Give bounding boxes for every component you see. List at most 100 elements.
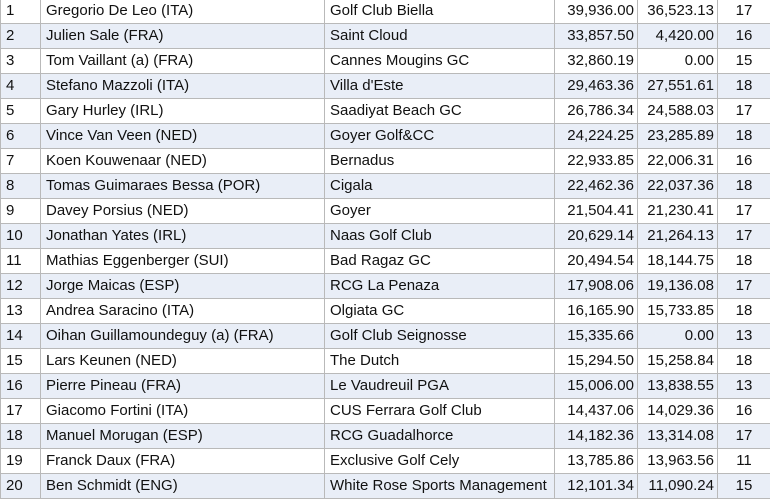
club-cell: Cigala (325, 174, 555, 199)
value2-cell: 14,029.36 (638, 399, 718, 424)
club-cell: Goyer Golf&CC (325, 124, 555, 149)
club-cell: Golf Club Biella (325, 0, 555, 24)
player-cell: Mathias Eggenberger (SUI) (41, 249, 325, 274)
rank-cell: 9 (1, 199, 41, 224)
count-cell: 18 (718, 174, 770, 199)
table-row: 10 Jonathan Yates (IRL) Naas Golf Club 2… (1, 224, 770, 249)
count-cell: 15 (718, 49, 770, 74)
table-row: 16 Pierre Pineau (FRA) Le Vaudreuil PGA … (1, 374, 770, 399)
table-row: 5 Gary Hurley (IRL) Saadiyat Beach GC 26… (1, 99, 770, 124)
value1-cell: 26,786.34 (555, 99, 638, 124)
value2-cell: 0.00 (638, 49, 718, 74)
club-cell: The Dutch (325, 349, 555, 374)
club-cell: Cannes Mougins GC (325, 49, 555, 74)
value1-cell: 13,785.86 (555, 449, 638, 474)
club-cell: Exclusive Golf Cely (325, 449, 555, 474)
rank-cell: 7 (1, 149, 41, 174)
table-row: 1 Gregorio De Leo (ITA) Golf Club Biella… (1, 0, 770, 24)
rank-cell: 5 (1, 99, 41, 124)
player-cell: Jonathan Yates (IRL) (41, 224, 325, 249)
club-cell: Saadiyat Beach GC (325, 99, 555, 124)
count-cell: 18 (718, 124, 770, 149)
club-cell: Naas Golf Club (325, 224, 555, 249)
table-row: 4 Stefano Mazzoli (ITA) Villa d'Este 29,… (1, 74, 770, 99)
player-cell: Vince Van Veen (NED) (41, 124, 325, 149)
count-cell: 18 (718, 349, 770, 374)
count-cell: 18 (718, 299, 770, 324)
player-cell: Franck Daux (FRA) (41, 449, 325, 474)
value2-cell: 18,144.75 (638, 249, 718, 274)
player-cell: Gary Hurley (IRL) (41, 99, 325, 124)
player-cell: Koen Kouwenaar (NED) (41, 149, 325, 174)
table-row: 9 Davey Porsius (NED) Goyer 21,504.41 21… (1, 199, 770, 224)
value2-cell: 4,420.00 (638, 24, 718, 49)
club-cell: Le Vaudreuil PGA (325, 374, 555, 399)
count-cell: 17 (718, 424, 770, 449)
rank-cell: 15 (1, 349, 41, 374)
count-cell: 17 (718, 199, 770, 224)
value2-cell: 22,006.31 (638, 149, 718, 174)
table-row: 11 Mathias Eggenberger (SUI) Bad Ragaz G… (1, 249, 770, 274)
player-cell: Davey Porsius (NED) (41, 199, 325, 224)
club-cell: CUS Ferrara Golf Club (325, 399, 555, 424)
rank-cell: 11 (1, 249, 41, 274)
table-row: 17 Giacomo Fortini (ITA) CUS Ferrara Gol… (1, 399, 770, 424)
club-cell: Goyer (325, 199, 555, 224)
table-row: 15 Lars Keunen (NED) The Dutch 15,294.50… (1, 349, 770, 374)
value1-cell: 15,006.00 (555, 374, 638, 399)
value1-cell: 20,629.14 (555, 224, 638, 249)
table-row: 8 Tomas Guimaraes Bessa (POR) Cigala 22,… (1, 174, 770, 199)
value2-cell: 27,551.61 (638, 74, 718, 99)
value1-cell: 22,462.36 (555, 174, 638, 199)
table-row: 18 Manuel Morugan (ESP) RCG Guadalhorce … (1, 424, 770, 449)
table-row: 3 Tom Vaillant (a) (FRA) Cannes Mougins … (1, 49, 770, 74)
rank-cell: 6 (1, 124, 41, 149)
player-cell: Oihan Guillamoundeguy (a) (FRA) (41, 324, 325, 349)
table-row: 19 Franck Daux (FRA) Exclusive Golf Cely… (1, 449, 770, 474)
value1-cell: 20,494.54 (555, 249, 638, 274)
player-cell: Tomas Guimaraes Bessa (POR) (41, 174, 325, 199)
value1-cell: 22,933.85 (555, 149, 638, 174)
player-cell: Jorge Maicas (ESP) (41, 274, 325, 299)
rank-cell: 16 (1, 374, 41, 399)
count-cell: 17 (718, 99, 770, 124)
club-cell: RCG Guadalhorce (325, 424, 555, 449)
value2-cell: 15,258.84 (638, 349, 718, 374)
count-cell: 11 (718, 449, 770, 474)
rank-cell: 10 (1, 224, 41, 249)
table-row: 14 Oihan Guillamoundeguy (a) (FRA) Golf … (1, 324, 770, 349)
count-cell: 16 (718, 399, 770, 424)
table-row: 12 Jorge Maicas (ESP) RCG La Penaza 17,9… (1, 274, 770, 299)
count-cell: 16 (718, 149, 770, 174)
count-cell: 18 (718, 249, 770, 274)
rank-cell: 18 (1, 424, 41, 449)
table-row: 20 Ben Schmidt (ENG) White Rose Sports M… (1, 474, 770, 499)
count-cell: 13 (718, 374, 770, 399)
value2-cell: 23,285.89 (638, 124, 718, 149)
value1-cell: 29,463.36 (555, 74, 638, 99)
rank-cell: 19 (1, 449, 41, 474)
rank-cell: 1 (1, 0, 41, 24)
value1-cell: 14,182.36 (555, 424, 638, 449)
value1-cell: 16,165.90 (555, 299, 638, 324)
rank-cell: 12 (1, 274, 41, 299)
value1-cell: 14,437.06 (555, 399, 638, 424)
player-cell: Julien Sale (FRA) (41, 24, 325, 49)
count-cell: 17 (718, 274, 770, 299)
rank-cell: 8 (1, 174, 41, 199)
player-cell: Tom Vaillant (a) (FRA) (41, 49, 325, 74)
player-cell: Pierre Pineau (FRA) (41, 374, 325, 399)
club-cell: White Rose Sports Management (325, 474, 555, 499)
value1-cell: 32,860.19 (555, 49, 638, 74)
value1-cell: 39,936.00 (555, 0, 638, 24)
club-cell: Bernadus (325, 149, 555, 174)
value2-cell: 11,090.24 (638, 474, 718, 499)
value1-cell: 15,335.66 (555, 324, 638, 349)
value2-cell: 22,037.36 (638, 174, 718, 199)
value2-cell: 21,230.41 (638, 199, 718, 224)
rank-cell: 4 (1, 74, 41, 99)
value2-cell: 15,733.85 (638, 299, 718, 324)
value2-cell: 13,963.56 (638, 449, 718, 474)
